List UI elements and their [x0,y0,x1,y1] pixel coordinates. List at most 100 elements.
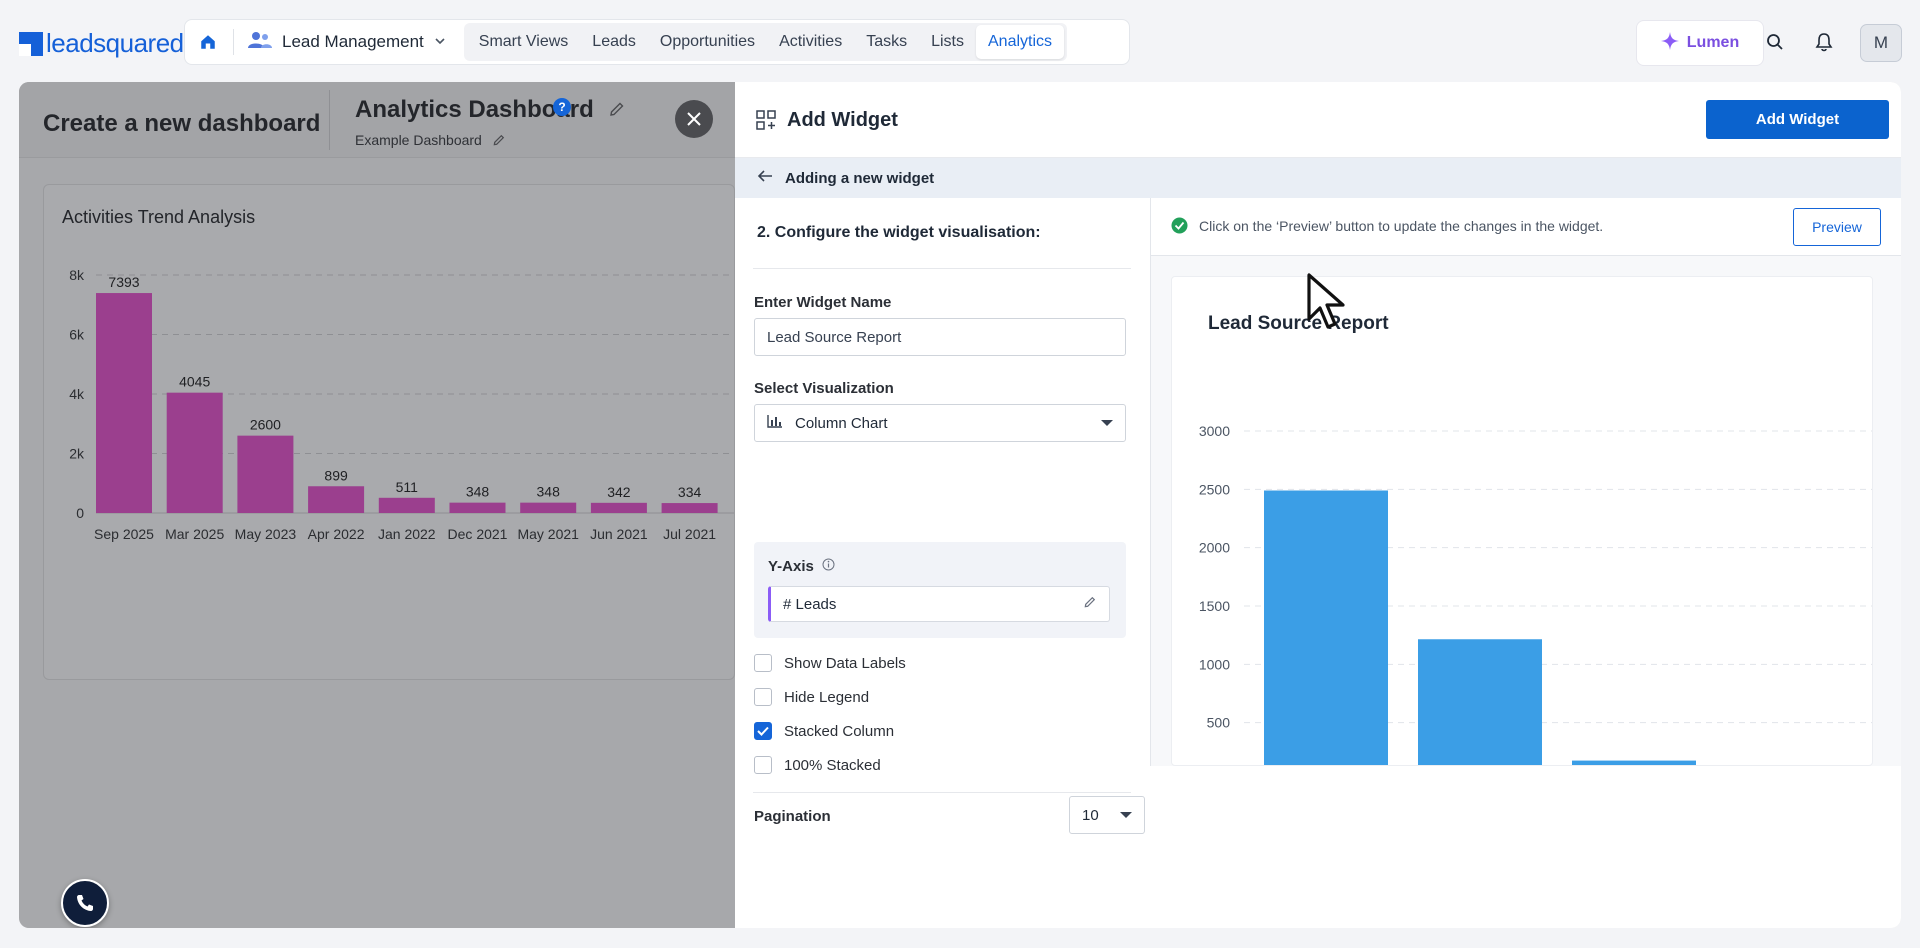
edit-pencil-icon[interactable] [492,133,506,150]
chevron-down-icon [434,32,446,52]
bar [237,435,294,513]
leadsquared-logo[interactable]: leadsquared [19,28,184,59]
x-tick-label: Jan 2022 [378,526,436,542]
data-label: 899 [324,467,348,483]
add-widget-button[interactable]: Add Widget [1706,100,1889,139]
activities-chart-card: Activities Trend Analysis 0 2k 4k 6k 8k 7393 S… [43,184,735,680]
add-widget-drawer: Add Widget Add Widget Adding a new widge… [735,82,1901,928]
y-tick-label: 1000 [1199,656,1230,672]
app-frame: Create a new dashboard Analytics Dashboa… [19,82,1901,928]
y-tick-label: 3000 [1199,423,1230,439]
x-tick-label: Mar 2025 [165,526,224,542]
y-tick-label: 0 [76,505,84,521]
x-tick-label: Dec 2021 [448,526,508,542]
bar [96,293,152,513]
phone-call-button[interactable] [61,879,109,927]
search-icon[interactable] [1763,30,1787,54]
checkmark-icon [757,726,769,736]
option-hide-legend[interactable]: Hide Legend [754,688,869,706]
tab-tasks[interactable]: Tasks [866,33,908,50]
checkbox-checked[interactable] [754,722,772,740]
phone-icon [77,895,93,911]
back-arrow-icon[interactable] [757,169,773,187]
option-label: 100% Stacked [784,756,881,774]
breadcrumb-label: Adding a new widget [785,169,935,187]
bar [520,502,577,513]
bell-icon[interactable] [1812,30,1836,54]
dashboard-header: Create a new dashboard Analytics Dashboa… [19,82,735,158]
y-tick-label: 1500 [1199,598,1230,614]
activities-trend-chart: 0 2k 4k 6k 8k 7393 Sep 2025 4045 Mar 2025 2600 May… [69,267,734,542]
x-tick-label: Jun 2021 [590,526,648,542]
visualization-select[interactable]: Column Chart [754,404,1126,442]
checkbox[interactable] [754,654,772,672]
visualization-value: Column Chart [795,414,888,432]
notice-text: Click on the ‘Preview’ button to update … [1199,218,1604,234]
y-tick-label: 500 [1207,715,1231,731]
preview-widget-card: Lead Source Report 050010001500200025003… [1171,276,1873,766]
data-label: 4045 [179,374,210,390]
tab-leads[interactable]: Leads [592,33,636,50]
header-divider [329,90,330,150]
page-title: Create a new dashboard [43,110,321,137]
y-axis-label: Y-Axis [768,558,835,575]
pagination-select[interactable]: 10 [1069,796,1145,834]
preview-notice-bar: Click on the ‘Preview’ button to update … [1151,198,1901,256]
option-show-data-labels[interactable]: Show Data Labels [754,654,906,672]
preview-widget-title: Lead Source Report [1208,313,1389,334]
pagination-label: Pagination [754,808,831,825]
bar [661,503,718,513]
visualization-label: Select Visualization [754,380,894,397]
y-axis-label-text: Y-Axis [768,558,814,575]
option-100-stacked[interactable]: 100% Stacked [754,756,881,774]
widget-name-input[interactable] [754,318,1126,356]
data-label: 2600 [250,417,281,433]
bar [166,392,223,513]
option-stacked-column[interactable]: Stacked Column [754,722,894,740]
drawer-header: Add Widget Add Widget [735,82,1901,158]
bar [1572,760,1696,765]
edit-pencil-icon[interactable] [1083,595,1097,613]
tab-activities[interactable]: Activities [779,33,843,50]
y-axis-section: Y-Axis # Leads [754,542,1126,638]
help-icon[interactable]: ? [553,98,571,116]
bar [308,486,365,513]
mouse-cursor-icon [1307,273,1351,338]
info-icon[interactable] [822,558,835,575]
close-icon [687,112,701,126]
option-label: Stacked Column [784,722,895,740]
dashboard-backdrop: Create a new dashboard Analytics Dashboa… [19,82,735,928]
nav-divider [233,29,234,55]
users-icon [248,31,272,54]
lead-source-chart: 050010001500200025003000Direct TrafficOr… [1199,423,1872,765]
x-tick-label: May 2023 [235,526,297,542]
preview-button[interactable]: Preview [1793,208,1881,246]
y-tick-label: 2k [69,446,85,462]
edit-pencil-icon[interactable] [608,97,626,125]
tab-lists[interactable]: Lists [931,33,964,50]
widget-preview-area: Click on the ‘Preview’ button to update … [1150,198,1901,766]
checkbox[interactable] [754,688,772,706]
sparkle-icon [1660,31,1679,55]
y-tick-label: 6k [69,327,85,343]
lumen-button[interactable]: Lumen [1636,20,1764,66]
y-tick-label: 2000 [1199,540,1230,556]
tab-smart-views[interactable]: Smart Views [478,33,569,50]
checkbox[interactable] [754,756,772,774]
main-nav: Lead Management Smart Views Leads Opport… [184,19,1130,65]
drawer-breadcrumb: Adding a new widget [735,158,1901,198]
tab-opportunities[interactable]: Opportunities [659,33,756,50]
module-switcher[interactable]: Lead Management [242,31,452,54]
y-axis-field[interactable]: # Leads [768,586,1110,622]
divider [753,268,1131,269]
bar [449,502,506,513]
x-tick-label: Apr 2022 [308,526,365,542]
divider [753,792,1131,793]
close-button[interactable] [675,100,713,138]
bar [1264,490,1388,765]
tab-analytics[interactable]: Analytics [976,25,1065,59]
home-icon[interactable] [191,25,225,59]
dropdown-caret-icon [1120,812,1132,818]
avatar[interactable]: M [1860,24,1902,62]
bar [1418,639,1542,765]
